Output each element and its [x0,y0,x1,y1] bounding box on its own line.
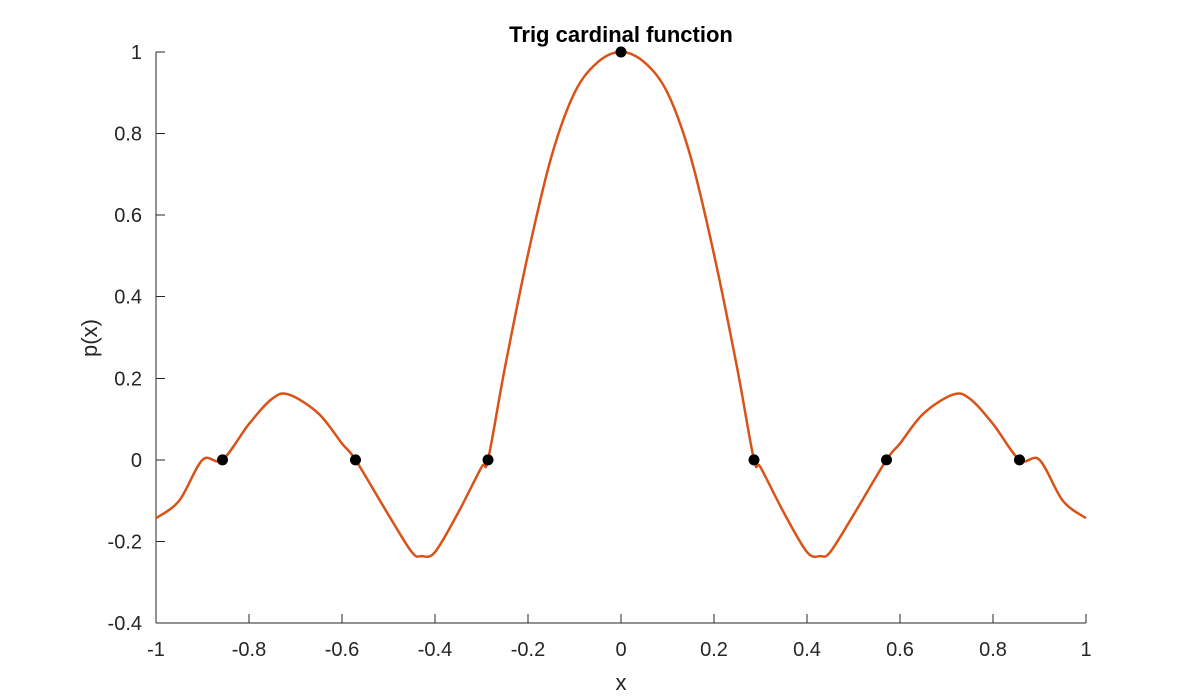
data-point-marker [881,454,893,466]
data-point-marker [482,454,494,466]
y-tick-label: -0.2 [108,531,142,553]
x-tick-label: -0.4 [418,639,452,661]
x-tick-label: 0.6 [886,639,914,661]
x-tick-label: -1 [147,639,165,661]
y-tick-label: 0.4 [114,287,142,309]
y-tick-label: 0.6 [114,205,142,227]
x-tick-label: -0.6 [325,639,359,661]
data-point-marker [349,454,361,466]
y-tick-label: 0.8 [114,124,142,146]
series-layer [155,46,1087,559]
x-tick-label: -0.2 [511,639,545,661]
y-tick-label: 0 [131,450,142,472]
x-tick-label: 0.8 [979,639,1007,661]
y-ticks: -0.4 -0.2 0 0.2 0.4 0.6 0.8 1 [108,42,165,635]
y-axis-label: p(x) [77,319,102,357]
x-tick-label: 0.2 [700,639,728,661]
data-point-marker [748,454,760,466]
y-tick-label: -0.4 [108,613,142,635]
x-axis-label: x [616,670,627,695]
x-tick-label: 0.4 [793,639,821,661]
x-tick-label: 0 [615,639,626,661]
data-point-marker [216,454,228,466]
data-point-marker [1014,454,1026,466]
series-line [155,50,1087,559]
y-tick-label: 0.2 [114,368,142,390]
x-tick-label: -0.8 [232,639,266,661]
x-ticks: -1 -0.8 -0.6 -0.4 -0.2 0 0.2 0.4 0.6 0.8 1 [147,614,1092,661]
y-tick-label: 1 [131,42,142,64]
x-tick-label: 1 [1080,639,1091,661]
chart-title: Trig cardinal function [509,22,733,47]
data-point-marker [615,46,627,58]
